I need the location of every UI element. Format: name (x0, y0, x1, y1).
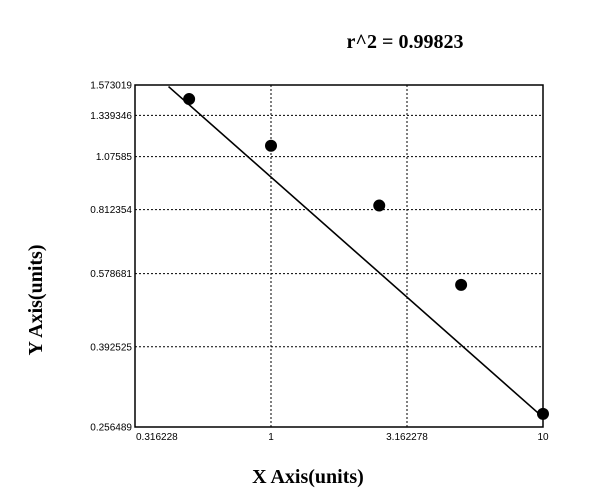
grid-lines (135, 85, 543, 427)
y-tick-label: 0.578681 (90, 269, 132, 280)
x-tick-label: 0.316228 (136, 432, 178, 443)
y-tick-labels: 1.573019 1.339346 1.07585 0.812354 0.578681 0… (90, 81, 132, 434)
y-tick-label: 1.573019 (90, 81, 132, 92)
x-axis-label: X Axis(units) (252, 466, 364, 488)
data-point (183, 93, 196, 106)
fit-line-group (167, 85, 544, 418)
y-tick-label: 1.339346 (90, 111, 132, 122)
x-tick-label: 3.162278 (386, 432, 428, 443)
x-tick-label: 10 (537, 432, 549, 443)
y-tick-label: 0.256489 (90, 423, 132, 434)
data-point (537, 407, 549, 420)
data-point (373, 199, 386, 212)
y-axis-label: Y Axis(units) (25, 245, 47, 356)
y-tick-label: 1.07585 (96, 152, 133, 163)
x-tick-label: 1 (268, 432, 274, 443)
plot-area-frame (134, 84, 544, 428)
data-points (183, 93, 549, 420)
data-point (455, 278, 468, 291)
chart-title: r^2 = 0.99823 (347, 31, 464, 53)
data-point (264, 139, 277, 152)
y-tick-label: 0.812354 (90, 205, 132, 216)
y-tick-label: 0.392525 (90, 342, 132, 353)
x-tick-labels: 0.316228 1 3.162278 10 (136, 432, 549, 443)
fit-line (167, 85, 544, 418)
